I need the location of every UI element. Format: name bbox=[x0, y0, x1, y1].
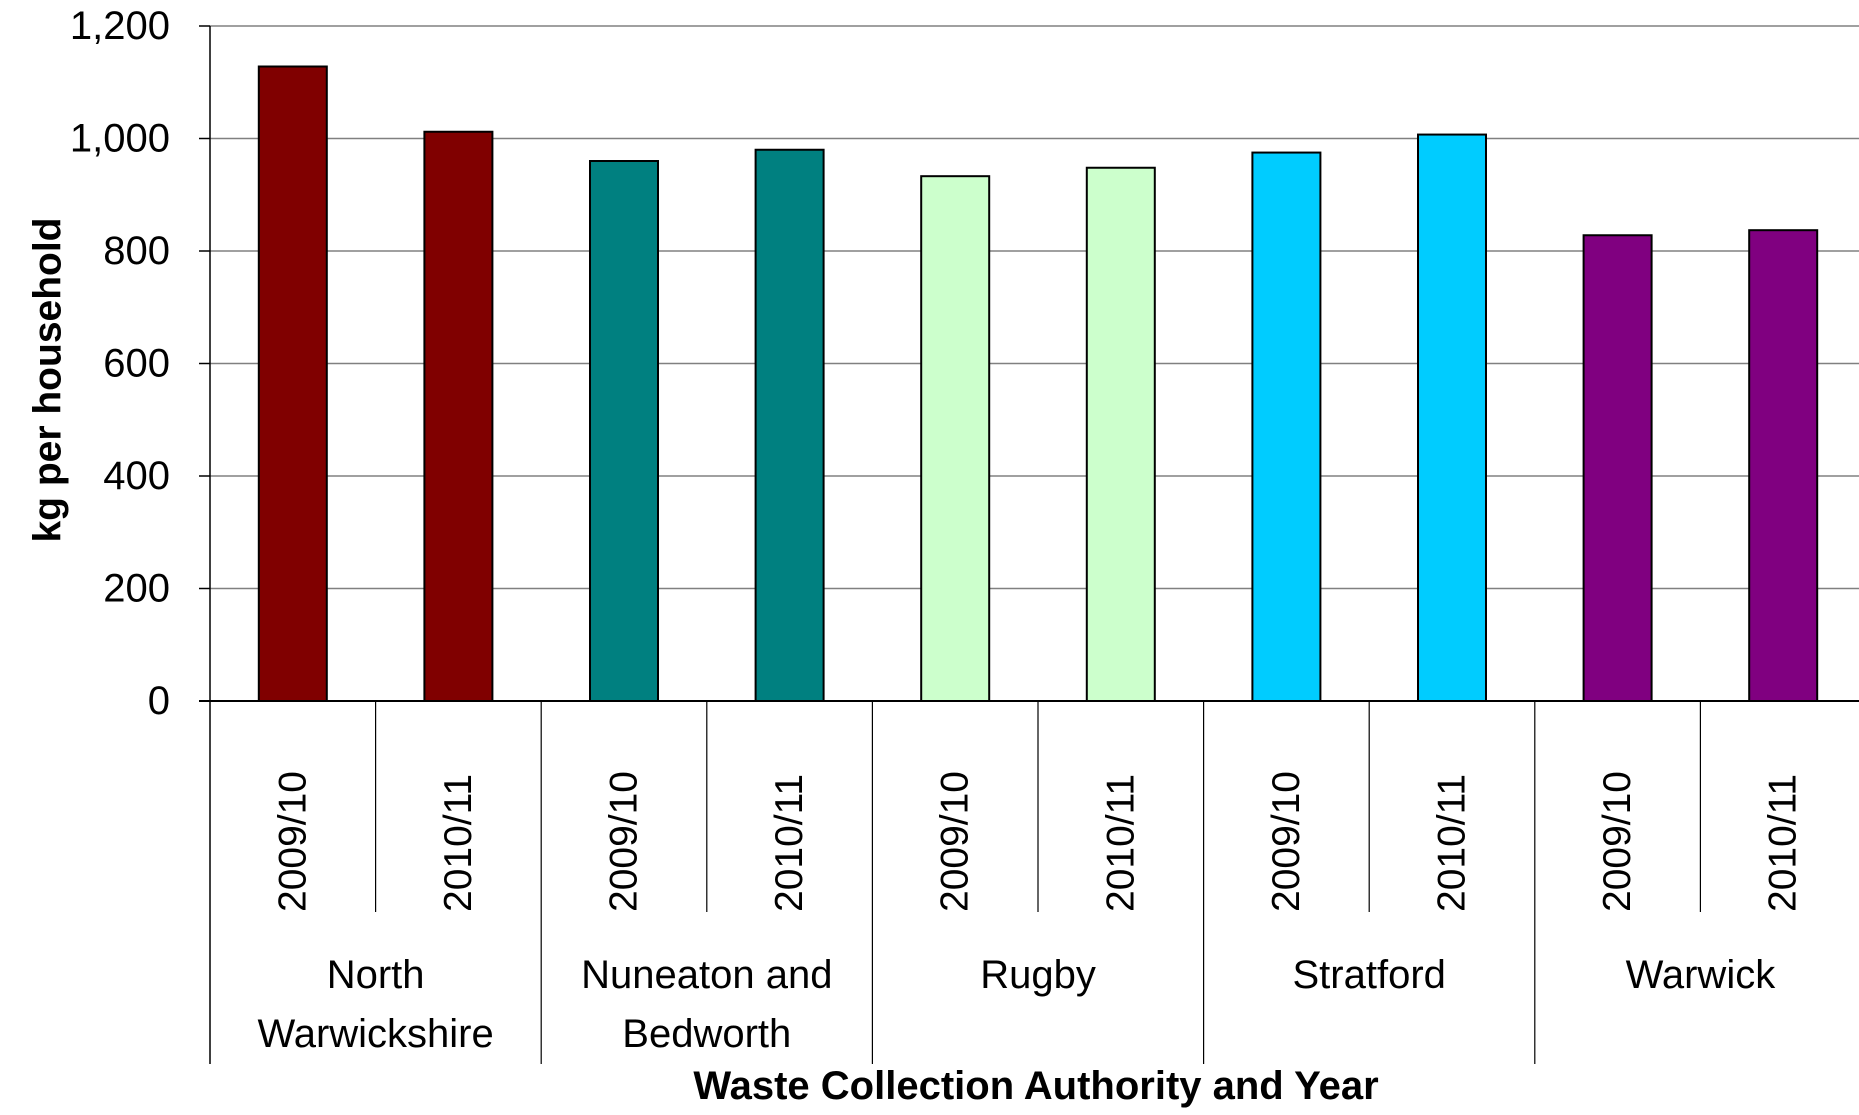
bar bbox=[920, 175, 991, 702]
y-tick-label: 200 bbox=[103, 567, 170, 611]
bar bbox=[1085, 166, 1156, 702]
group-label: Rugby bbox=[980, 953, 1096, 997]
x-tick-label: 2009/10 bbox=[1596, 771, 1639, 912]
bar bbox=[589, 160, 659, 702]
group-label: Stratford bbox=[1292, 953, 1445, 997]
bar bbox=[1417, 133, 1487, 702]
x-tick-label: 2009/10 bbox=[271, 771, 314, 912]
y-tick-label: 800 bbox=[103, 229, 170, 273]
group-label: Warwickshire bbox=[257, 1012, 493, 1056]
bar bbox=[1251, 151, 1322, 702]
x-tick-label: 2010/11 bbox=[437, 774, 480, 912]
group-label: Nuneaton and bbox=[581, 953, 832, 997]
bars bbox=[257, 65, 1819, 702]
group-label: North bbox=[327, 953, 425, 997]
y-tick-labels: 0 200 400 600 800 1,000 1,200 bbox=[70, 4, 170, 723]
bar bbox=[423, 130, 494, 702]
y-tick-label: 600 bbox=[103, 342, 170, 386]
axes bbox=[199, 25, 1859, 1064]
group-label: Bedworth bbox=[622, 1012, 791, 1056]
x-tick-labels: 2009/10 2010/11 2009/10 2010/11 2009/10 2010/… bbox=[271, 771, 1804, 912]
y-tick-label: 1,200 bbox=[70, 4, 170, 48]
y-tick-label: 400 bbox=[103, 454, 170, 498]
x-tick-label: 2010/11 bbox=[1762, 774, 1805, 912]
x-axis-title: Waste Collection Authority and Year bbox=[693, 1064, 1378, 1108]
x-tick-label: 2010/11 bbox=[768, 774, 811, 912]
bar bbox=[1582, 234, 1653, 702]
group-labels: North Warwickshire Nuneaton and Bedworth Rug… bbox=[257, 953, 1776, 1056]
bar bbox=[1748, 229, 1819, 702]
y-axis-title: kg per household bbox=[27, 217, 70, 542]
x-tick-label: 2009/10 bbox=[1265, 771, 1308, 912]
x-tick-label: 2010/11 bbox=[1431, 774, 1474, 912]
bar bbox=[754, 148, 825, 702]
x-tick-label: 2010/11 bbox=[1099, 774, 1142, 912]
y-tick-label: 0 bbox=[148, 679, 170, 723]
x-tick-label: 2009/10 bbox=[934, 771, 977, 912]
y-tick-label: 1,000 bbox=[70, 117, 170, 161]
x-tick-label: 2009/10 bbox=[603, 771, 646, 912]
bar bbox=[257, 65, 328, 702]
group-label: Warwick bbox=[1626, 953, 1777, 997]
